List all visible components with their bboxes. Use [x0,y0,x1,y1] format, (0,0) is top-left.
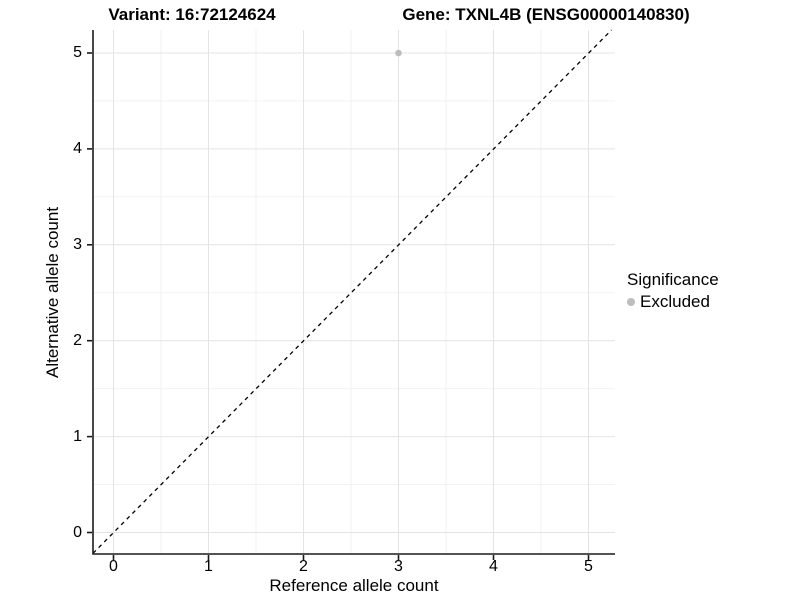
y-axis-title: Alternative allele count [43,206,62,378]
x-tick-label: 1 [204,558,213,575]
legend-title: Significance [627,270,719,289]
legend-item-label: Excluded [640,292,710,311]
x-tick-label: 0 [109,558,118,575]
x-tick-label: 5 [584,558,593,575]
x-tick-label: 3 [394,558,403,575]
x-tick-label: 2 [299,558,308,575]
y-tick-label: 4 [73,140,82,157]
axis-lines [92,30,615,555]
y-tick-label: 2 [73,332,82,349]
minor-gridlines [93,30,615,554]
x-axis-title: Reference allele count [269,576,439,595]
major-gridlines [93,30,615,554]
plot-title-variant: Variant: 16:72124624 [108,5,276,24]
plot-title-gene: Gene: TXNL4B (ENSG00000140830) [402,5,690,24]
x-tick-label: 4 [489,558,498,575]
y-axis-ticks [87,52,92,534]
legend-key-dot-icon [627,298,635,306]
legend: Significance Excluded [627,270,719,312]
identity-dashed-line [92,29,612,554]
x-axis-ticks [112,555,590,560]
y-tick-label: 3 [73,236,82,253]
y-tick-label: 1 [73,428,82,445]
y-tick-label: 5 [73,44,82,61]
data-point-excluded [395,49,402,57]
legend-item: Excluded [627,292,719,312]
y-tick-label: 0 [73,524,82,541]
